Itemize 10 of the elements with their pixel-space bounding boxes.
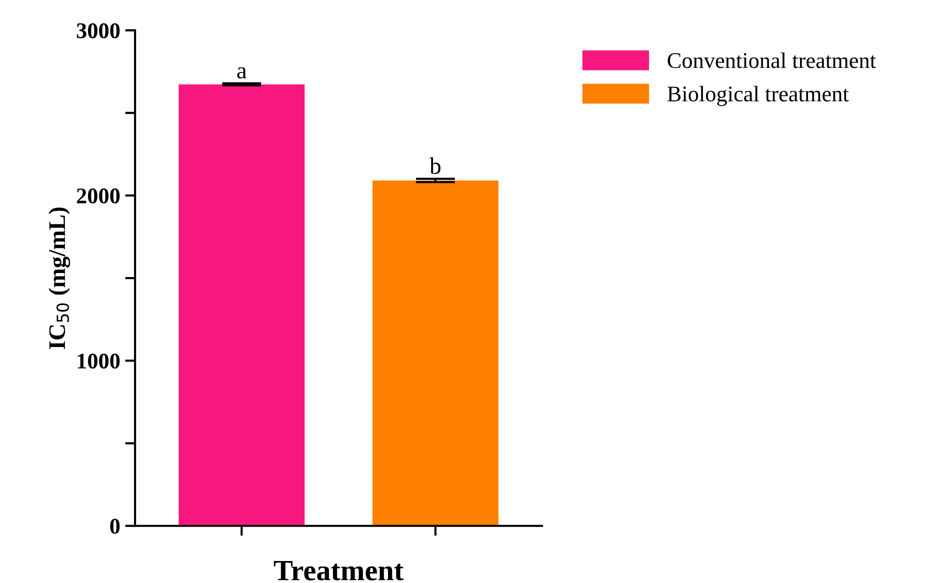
y-tick-label: 3000 xyxy=(76,23,120,38)
legend-label: Conventional treatment xyxy=(668,52,876,68)
legend-label: Biological treatment xyxy=(667,86,849,106)
y-tick-label: 1000 xyxy=(78,354,120,369)
y-tick-label: 0 xyxy=(110,518,120,534)
annotation: b xyxy=(430,157,440,174)
annotation: a xyxy=(237,67,247,79)
x-axis-title: Treatment xyxy=(274,561,404,580)
y-axis-title: IC$_{50}$ (mg/mL) xyxy=(48,208,70,349)
y-tick-label: 2000 xyxy=(76,188,120,204)
